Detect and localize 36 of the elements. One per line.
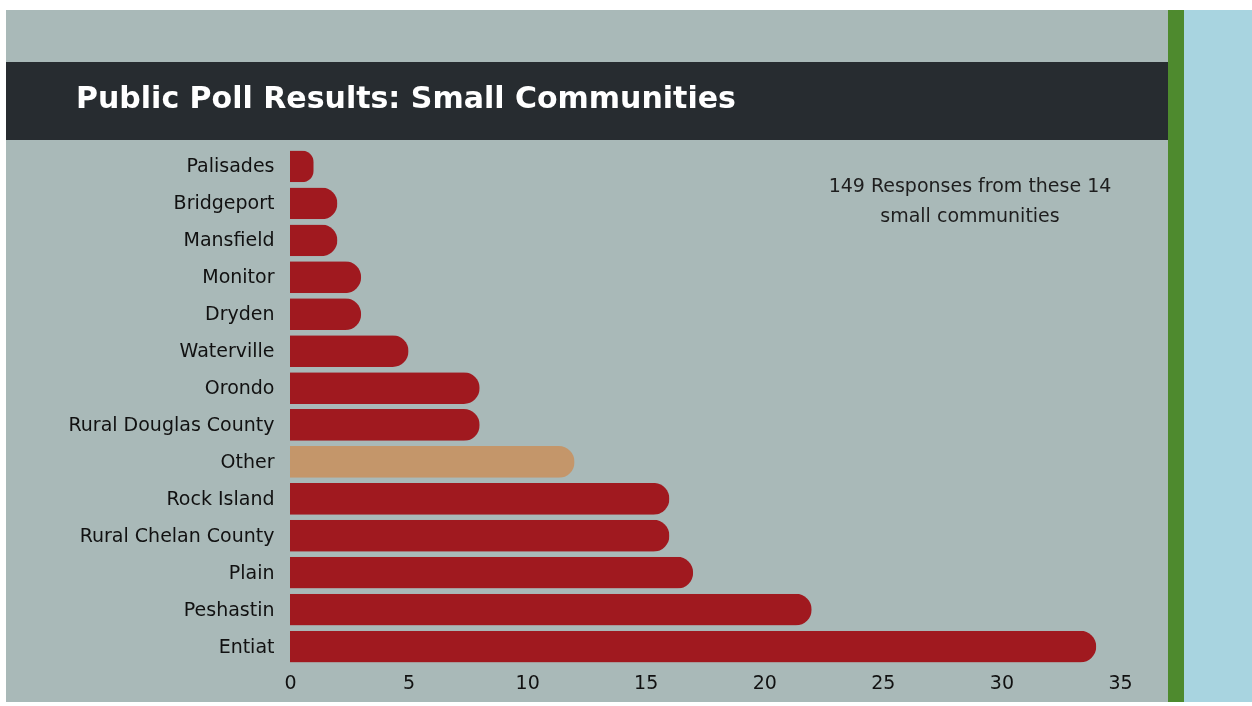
chart-title: Public Poll Results: Small Communities (76, 80, 736, 115)
y-tick-label: Mansfield (183, 228, 275, 251)
annotation: 149 Responses from these 14 small communities (827, 173, 1113, 228)
y-tick-label: Rock Island (166, 486, 275, 509)
y-tick-label: Entiat (218, 634, 275, 657)
bar (290, 409, 480, 441)
bar (290, 446, 575, 478)
x-tick-label: 35 (1108, 670, 1133, 693)
x-tick-label: 5 (403, 670, 416, 693)
y-tick-label: Monitor (202, 265, 275, 288)
y-tick-label: Peshastin (183, 597, 275, 620)
x-tick-label: 15 (634, 670, 659, 693)
y-tick-label: Bridgeport (173, 191, 275, 214)
bar (290, 556, 694, 589)
y-tick-label: Other (220, 449, 275, 472)
bar (290, 187, 338, 220)
y-tick-label: Plain (228, 560, 275, 583)
bar (290, 261, 362, 294)
x-tick-label: 25 (871, 670, 896, 693)
y-tick-label: Rural Chelan County (79, 523, 275, 546)
bar (290, 630, 1097, 663)
x-tick-label: 30 (989, 670, 1015, 693)
bar (290, 482, 670, 515)
x-tick-label: 10 (515, 670, 540, 693)
y-tick-label: Orondo (204, 376, 275, 399)
bar (290, 593, 812, 626)
y-tick-label: Dryden (205, 302, 275, 325)
bar (290, 519, 670, 552)
y-tick-label: Palisades (186, 154, 275, 177)
x-tick-label: 0 (284, 670, 297, 693)
y-tick-label: Rural Douglas County (68, 412, 275, 435)
bar (290, 335, 409, 367)
x-tick-label: 20 (752, 670, 777, 693)
y-tick-label: Waterville (179, 339, 275, 362)
bar (290, 372, 480, 404)
bar (290, 298, 362, 331)
